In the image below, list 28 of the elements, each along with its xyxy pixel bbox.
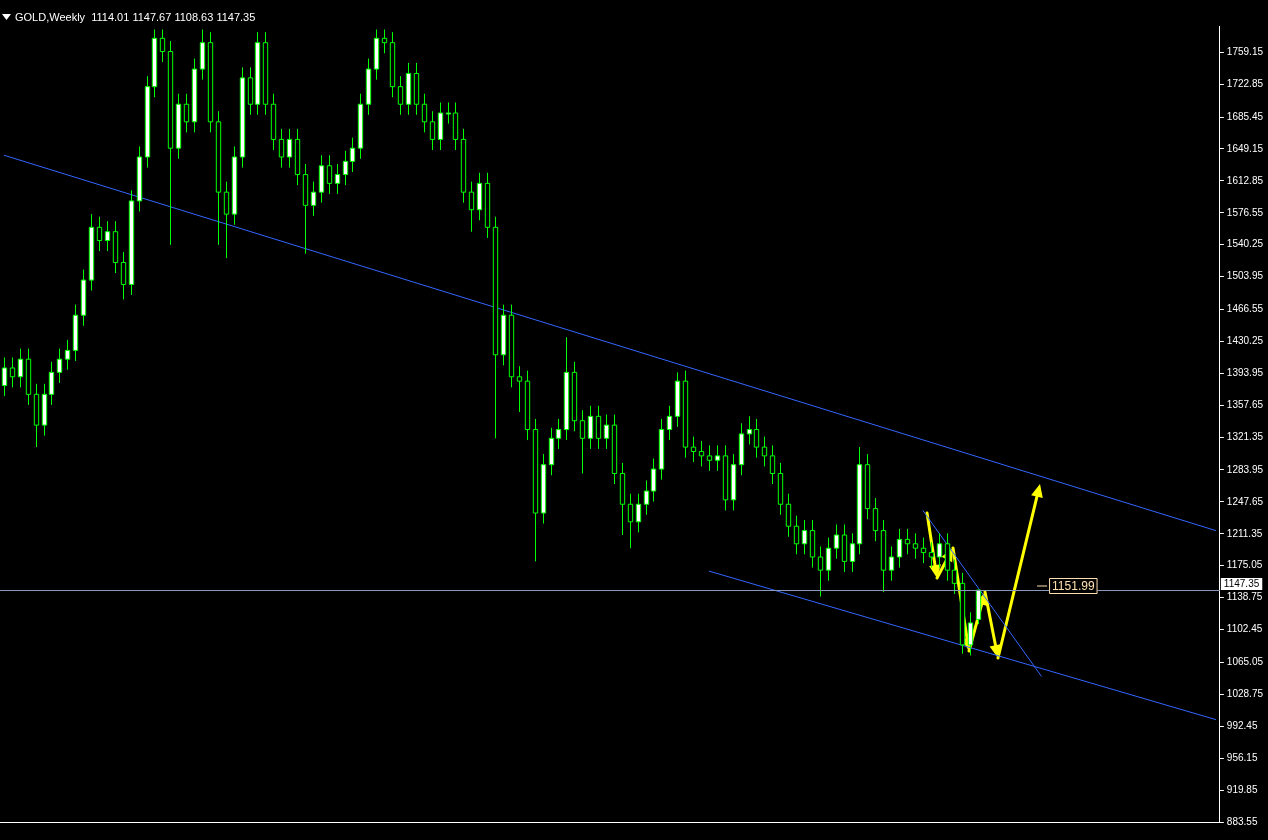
y-tick-label: 1612.85: [1226, 174, 1264, 186]
y-tick-label: 1357.65: [1226, 398, 1264, 410]
y-tick-label: 1028.75: [1226, 688, 1264, 700]
y-tick-label: 956.15: [1226, 751, 1258, 763]
y-tick-label: 1321.35: [1226, 430, 1264, 442]
y-tick-label: 1540.25: [1226, 238, 1264, 250]
ref-line-label: 1147.35: [1223, 577, 1260, 589]
y-tick-label: 919.85: [1226, 783, 1258, 795]
y-tick-label: 1576.55: [1226, 206, 1264, 218]
y-tick-label: 883.55: [1226, 815, 1258, 827]
chart-title: GOLD,Weekly 1114.01 1147.67 1108.63 1147.35: [15, 11, 256, 23]
y-tick-label: 1466.55: [1226, 303, 1264, 315]
y-tick-label: 1065.05: [1226, 656, 1264, 668]
y-tick-label: 1283.95: [1226, 463, 1264, 475]
y-tick-label: 1722.85: [1226, 77, 1264, 89]
y-tick-label: 1503.95: [1226, 270, 1264, 282]
y-tick-label: 1685.45: [1226, 110, 1264, 122]
annotation: 1151.99: [1052, 579, 1095, 594]
y-tick-label: 1175.05: [1226, 559, 1263, 571]
y-tick-label: 1211.35: [1226, 527, 1263, 539]
y-tick-label: 1247.65: [1226, 495, 1264, 507]
y-tick-label: 1102.45: [1226, 623, 1263, 635]
y-tick-label: 1649.15: [1226, 142, 1264, 154]
y-tick-label: 1393.95: [1226, 367, 1264, 379]
y-tick-label: 1430.25: [1226, 335, 1264, 347]
y-tick-label: 1138.75: [1226, 591, 1263, 603]
y-tick-label: 992.45: [1226, 720, 1258, 732]
y-tick-label: 1759.15: [1226, 45, 1264, 57]
